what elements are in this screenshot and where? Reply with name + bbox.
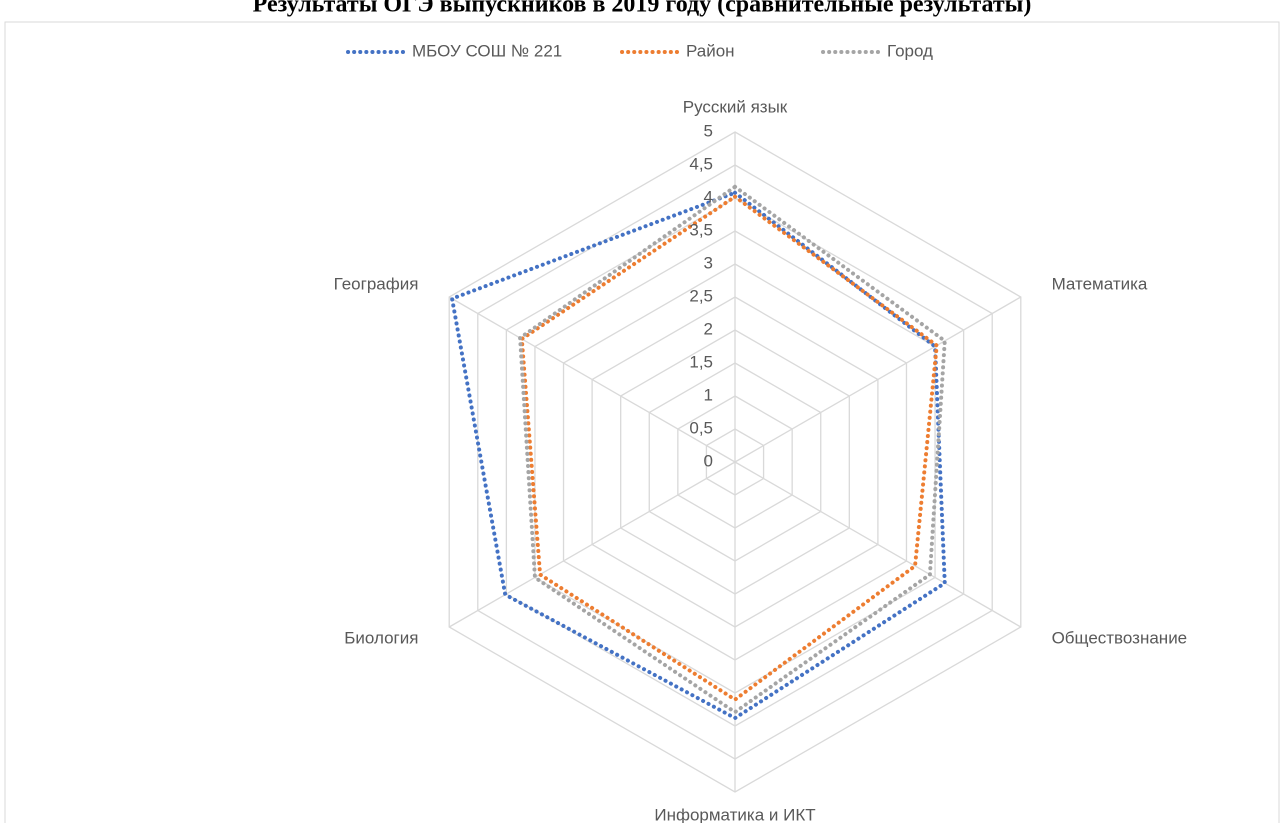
axis-spoke (734, 461, 1022, 628)
tick-label: 5 (704, 121, 713, 140)
series-line (518, 184, 947, 715)
legend-label: Район (686, 41, 735, 60)
tick-label: 1,5 (689, 352, 713, 371)
category-label: География (334, 274, 419, 293)
axis-spoke (734, 296, 1022, 463)
tick-label: 0 (704, 451, 713, 470)
series-line (449, 190, 947, 721)
tick-label: 1 (704, 385, 713, 404)
category-label: Информатика и ИКТ (654, 805, 815, 823)
tick-label: 4 (704, 187, 713, 206)
legend-label: МБОУ СОШ № 221 (412, 41, 562, 60)
legend-label: Город (887, 41, 933, 60)
category-label: Математика (1052, 274, 1148, 293)
tick-label: 4,5 (689, 154, 713, 173)
axis-spoke (448, 461, 736, 628)
axis-spoke (448, 296, 736, 463)
grid (448, 131, 1022, 793)
category-label: Обществознание (1052, 628, 1188, 647)
category-label: Русский язык (683, 97, 788, 116)
chart-title: Результаты ОГЭ выпускников в 2019 году (… (253, 0, 1032, 18)
tick-label: 3 (704, 253, 713, 272)
tick-label: 2 (704, 319, 713, 338)
chart-border (4, 21, 1280, 823)
tick-label: 2,5 (689, 286, 713, 305)
tick-label: 0,5 (689, 418, 713, 437)
category-label: Биология (344, 628, 418, 647)
marks (449, 184, 947, 721)
tick-label: 3,5 (689, 220, 713, 239)
